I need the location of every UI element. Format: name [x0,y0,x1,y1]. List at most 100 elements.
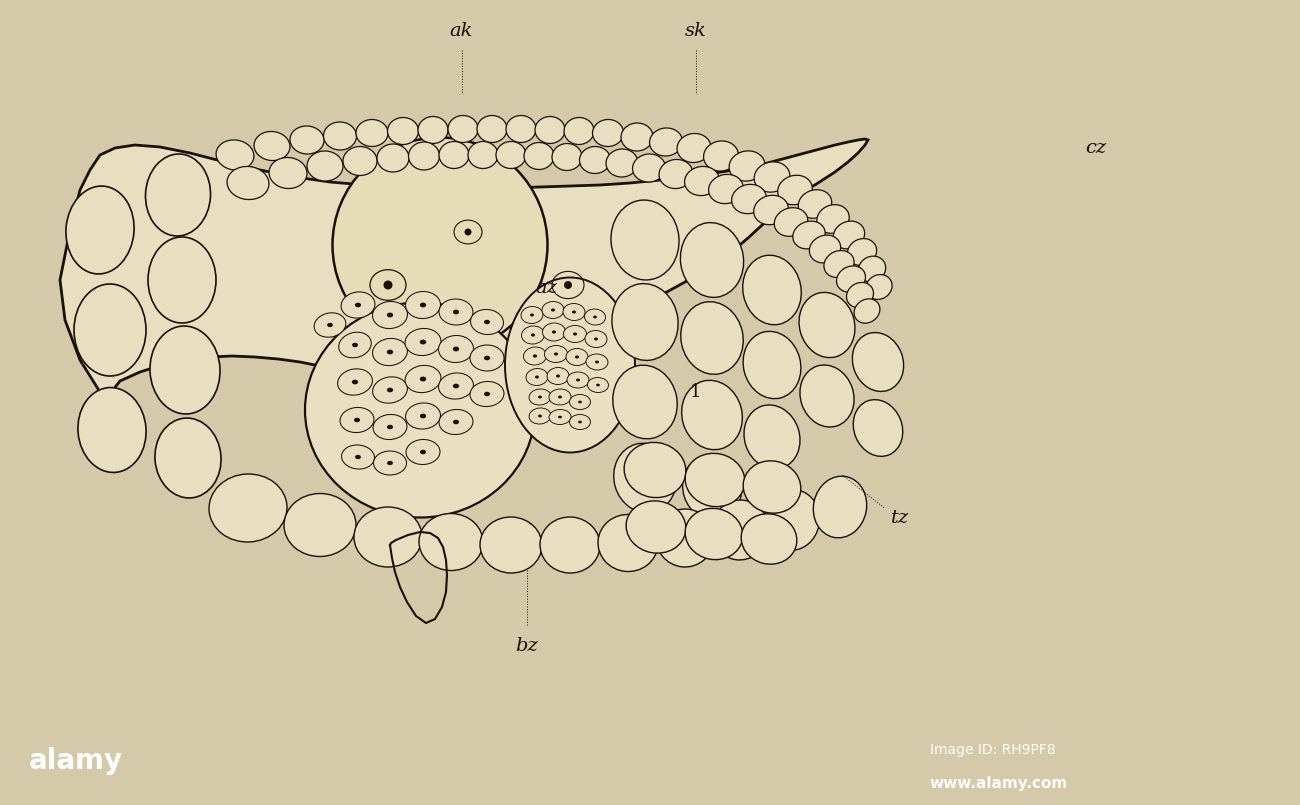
Ellipse shape [741,514,797,564]
Ellipse shape [866,275,892,299]
Ellipse shape [572,311,576,313]
Ellipse shape [452,419,459,424]
Ellipse shape [685,167,719,196]
Ellipse shape [775,208,807,237]
Ellipse shape [269,158,307,188]
Ellipse shape [373,451,407,475]
Text: az: az [536,279,556,297]
Ellipse shape [542,323,566,341]
Ellipse shape [614,444,676,513]
Ellipse shape [549,410,571,424]
Ellipse shape [352,343,358,347]
Ellipse shape [354,507,422,567]
Ellipse shape [633,154,666,182]
Ellipse shape [538,395,542,398]
Ellipse shape [545,345,568,362]
Ellipse shape [328,323,333,327]
Ellipse shape [530,313,534,316]
Ellipse shape [339,332,372,357]
Ellipse shape [814,477,867,538]
Ellipse shape [681,302,744,374]
Ellipse shape [732,184,767,213]
Ellipse shape [536,117,566,143]
Ellipse shape [373,301,407,328]
Ellipse shape [754,162,790,192]
Ellipse shape [612,365,677,439]
Ellipse shape [564,281,572,289]
Ellipse shape [685,453,745,506]
Ellipse shape [588,378,608,393]
Polygon shape [60,139,868,452]
Ellipse shape [853,399,902,456]
Ellipse shape [338,369,372,395]
Ellipse shape [547,368,569,385]
Ellipse shape [833,221,865,249]
Ellipse shape [552,143,582,171]
Ellipse shape [810,235,841,263]
Ellipse shape [155,418,221,498]
Ellipse shape [703,141,738,171]
Ellipse shape [580,147,611,174]
Ellipse shape [387,118,419,145]
Ellipse shape [506,115,536,142]
Ellipse shape [324,122,356,150]
Ellipse shape [533,354,537,357]
Ellipse shape [578,421,582,423]
Text: Image ID: RH9PF8: Image ID: RH9PF8 [930,743,1056,757]
Ellipse shape [341,292,374,318]
Ellipse shape [816,204,849,233]
Ellipse shape [406,365,441,393]
Ellipse shape [74,284,146,376]
Ellipse shape [598,514,658,572]
Ellipse shape [464,229,472,236]
Ellipse shape [373,415,407,440]
Ellipse shape [846,283,874,308]
Ellipse shape [744,405,800,469]
Ellipse shape [853,332,904,391]
Ellipse shape [78,387,146,473]
Ellipse shape [66,186,134,274]
Ellipse shape [744,332,801,398]
Ellipse shape [529,389,551,405]
Ellipse shape [567,372,589,388]
Ellipse shape [540,517,601,573]
Ellipse shape [793,221,826,249]
Ellipse shape [538,415,542,418]
Ellipse shape [742,255,801,324]
Ellipse shape [315,313,346,337]
Ellipse shape [606,149,638,177]
Ellipse shape [355,455,361,459]
Ellipse shape [438,336,473,362]
Ellipse shape [585,309,606,325]
Ellipse shape [573,332,577,336]
Ellipse shape [354,418,360,423]
Ellipse shape [593,316,597,319]
Ellipse shape [406,328,441,356]
Ellipse shape [764,489,819,551]
Ellipse shape [420,377,426,382]
Ellipse shape [387,312,393,317]
Ellipse shape [524,347,546,365]
Ellipse shape [524,142,554,170]
Ellipse shape [283,493,356,556]
Ellipse shape [627,501,686,553]
Ellipse shape [858,256,885,282]
Ellipse shape [798,190,832,218]
Ellipse shape [848,238,876,266]
Ellipse shape [836,266,866,292]
Ellipse shape [542,302,564,319]
Text: alamy: alamy [29,747,122,774]
Ellipse shape [355,303,361,308]
Ellipse shape [406,403,441,429]
Ellipse shape [377,144,410,172]
Ellipse shape [477,115,507,142]
Ellipse shape [530,333,536,336]
Ellipse shape [420,340,426,345]
Ellipse shape [566,349,588,365]
Ellipse shape [290,126,324,154]
Ellipse shape [497,142,526,168]
Ellipse shape [420,303,426,308]
Ellipse shape [307,151,343,181]
Ellipse shape [549,389,571,405]
Ellipse shape [586,354,608,370]
